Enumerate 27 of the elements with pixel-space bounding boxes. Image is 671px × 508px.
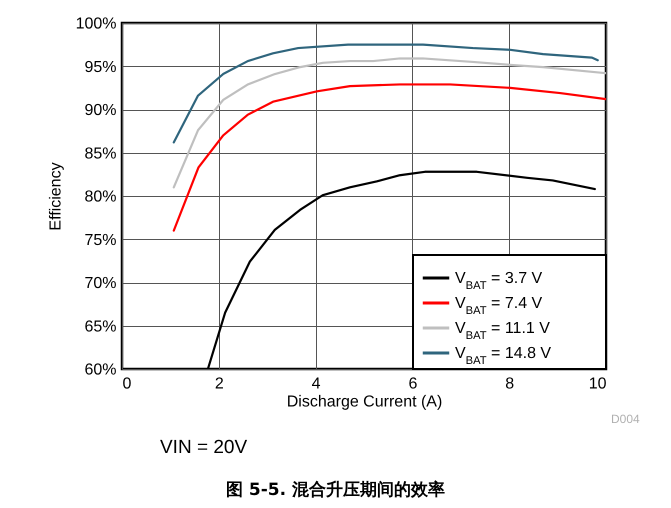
x-tick-label: 8: [505, 376, 514, 392]
x-tick-label: 0: [122, 376, 132, 392]
text: 图 5-5. 混合升压期间的效率: [224, 479, 446, 501]
x-axis-title: Discharge Current (A): [286, 394, 442, 410]
legend-label: V$_{BAT}$ = 3.7 V: [455, 270, 543, 292]
y-tick-label: 65%: [84, 318, 116, 336]
text: VIN = 20V: [160, 437, 248, 459]
y-tick-label: 90%: [84, 102, 116, 119]
y-tick-label: 75%: [84, 232, 116, 249]
y-axis-title: Efficiency: [48, 162, 65, 231]
y-tick-label: 85%: [84, 145, 116, 162]
y-tick-label: 80%: [84, 188, 116, 206]
x-tick-label: 10: [588, 376, 607, 392]
y-tick-label: 95%: [84, 58, 116, 76]
line-series: [172, 44, 599, 144]
line-series: [172, 57, 606, 188]
legend-label: V$_{BAT}$ = 7.4 V: [455, 295, 543, 317]
x-tick-label: 4: [312, 376, 321, 392]
y-tick-label: 70%: [84, 275, 116, 292]
legend-label: V$_{BAT}$ = 11.1 V: [455, 320, 550, 342]
x-tick-label: 6: [408, 376, 418, 392]
line-series: [172, 83, 606, 232]
y-tick-label: 60%: [84, 362, 116, 378]
text: D004: [611, 412, 640, 426]
legend-label: V$_{BAT}$ = 14.8 V: [455, 345, 552, 367]
y-tick-label: 100%: [76, 16, 116, 32]
x-tick-label: 2: [214, 376, 224, 392]
